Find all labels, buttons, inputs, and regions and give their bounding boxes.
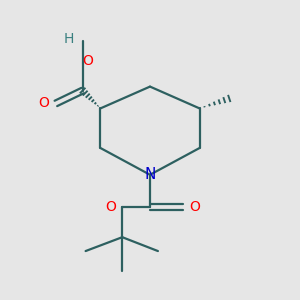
Text: O: O	[189, 200, 200, 214]
Text: H: H	[64, 32, 74, 46]
Text: N: N	[144, 167, 156, 182]
Text: O: O	[105, 200, 116, 214]
Text: O: O	[39, 96, 50, 110]
Text: O: O	[82, 54, 93, 68]
